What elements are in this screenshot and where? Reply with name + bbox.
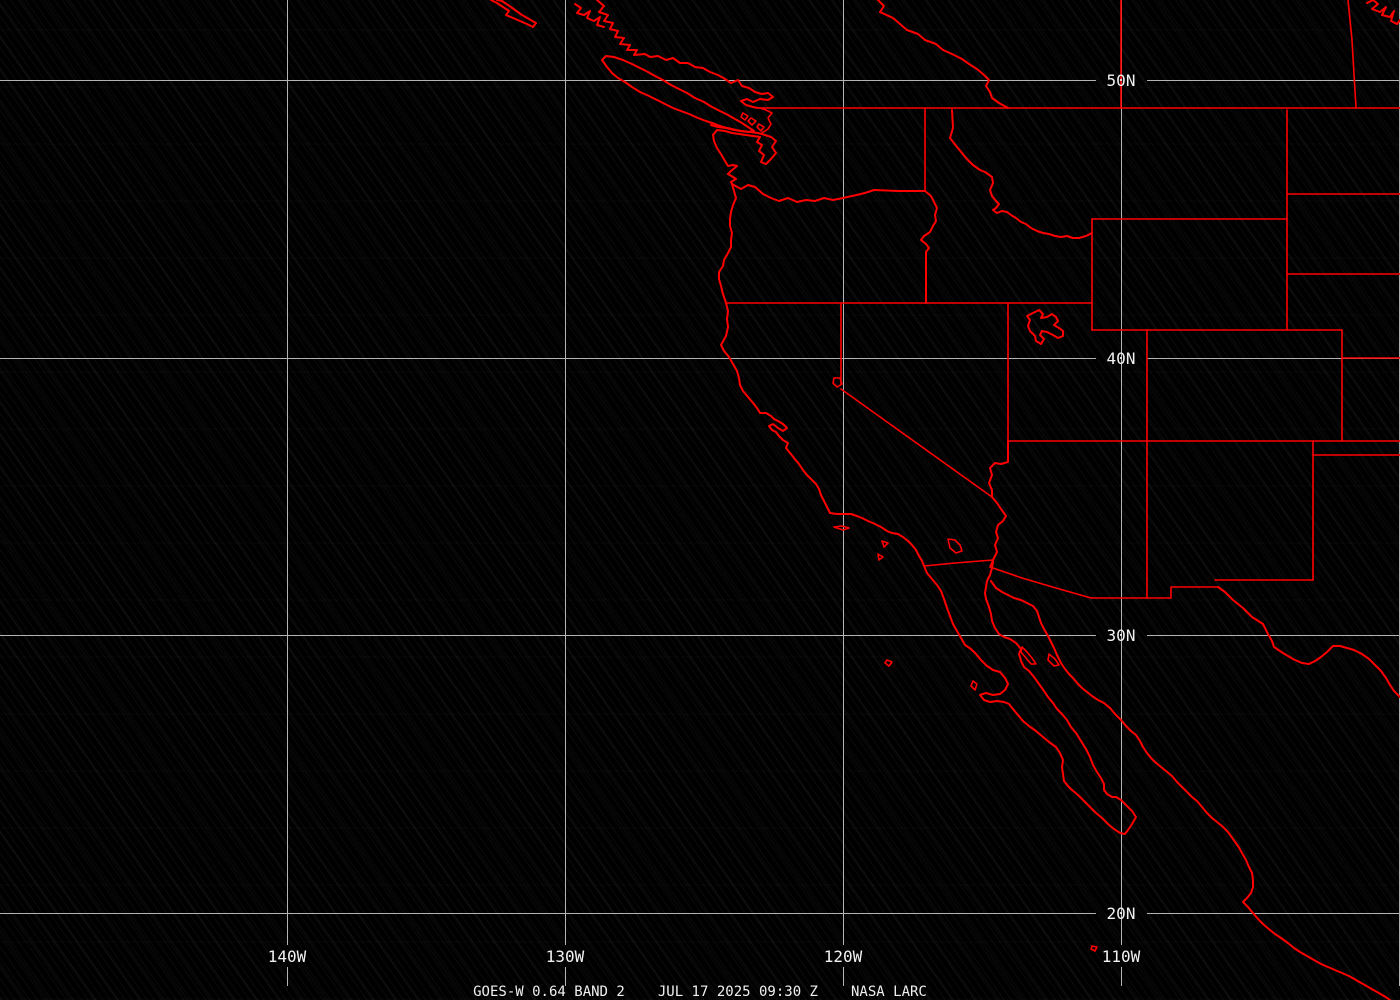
border-mex-31n-outline (1090, 586, 1219, 599)
coast-mexico-mainland-outline (990, 580, 1391, 1000)
grid-label-30n: 30N (1107, 626, 1136, 645)
border-wa-or-columbia-outline (731, 183, 926, 203)
lake-great-salt-outline (1026, 309, 1064, 345)
island-socorro-outline (1090, 945, 1098, 952)
island-guadalupe-outline (884, 659, 893, 667)
border-bc-alberta-outline (877, 0, 1009, 109)
coast-wa-olympic-puget-outline (710, 124, 777, 185)
islands-bc-north-outline (574, 3, 605, 28)
border-colorado-river-outline (991, 496, 1007, 561)
lakes-manitoba-outline (1366, 0, 1400, 25)
coast-bc-mainland-outline (596, 0, 774, 109)
grid-label-120w: 120W (824, 947, 863, 966)
border-sask-manitoba-outline (1347, 0, 1357, 109)
caption-timestamp: JUL 17 2025 09:30 Z (657, 984, 818, 1000)
border-or-id-snake-outline (920, 190, 938, 304)
island-cedros-outline (970, 680, 978, 691)
border-mex-diagonal-outline (989, 559, 1092, 599)
border-ca-nv-diagonal-outline (840, 388, 993, 498)
caption-product: GOES-W 0.64 BAND 2 (473, 984, 625, 1000)
lake-tahoe-outline (832, 377, 843, 388)
caption-credit: NASA LARC (851, 984, 927, 1000)
coast-baja-california-outline (923, 561, 1137, 835)
islands-san-juan-3-outline (756, 123, 765, 132)
grid-label-20n: 20N (1107, 904, 1136, 923)
border-rio-grande-outline (1217, 586, 1400, 698)
grid-label-140w: 140W (268, 947, 307, 966)
island-san-clemente-outline (877, 553, 884, 561)
islands-san-juan-1-outline (740, 112, 749, 121)
border-id-mt-outline (949, 109, 1093, 239)
coast-pacific-or-ca-outline (718, 183, 925, 567)
islands-san-juan-2-outline (747, 117, 757, 126)
island-catalina-outline (881, 540, 889, 548)
border-az-nv-outline (988, 440, 1009, 498)
grid-label-50n: 50N (1107, 71, 1136, 90)
coast-vancouver-island-outline (601, 55, 755, 133)
border-mex-west-outline (923, 559, 994, 567)
coast-whidbey-outline (759, 107, 773, 134)
island-tiburon-outline (1047, 653, 1060, 667)
islands-haida-gwaii-outline (490, 0, 537, 28)
grid-label-110w: 110W (1102, 947, 1141, 966)
image-caption: GOES-W 0.64 BAND 2 JUL 17 2025 09:30 Z N… (0, 984, 1400, 1000)
grid-label-40n: 40N (1107, 349, 1136, 368)
lake-salton-sea-outline (947, 538, 963, 554)
grid-label-130w: 130W (546, 947, 585, 966)
islands-channel-outline (833, 525, 850, 531)
island-angel-guarda-outline (1020, 646, 1037, 665)
